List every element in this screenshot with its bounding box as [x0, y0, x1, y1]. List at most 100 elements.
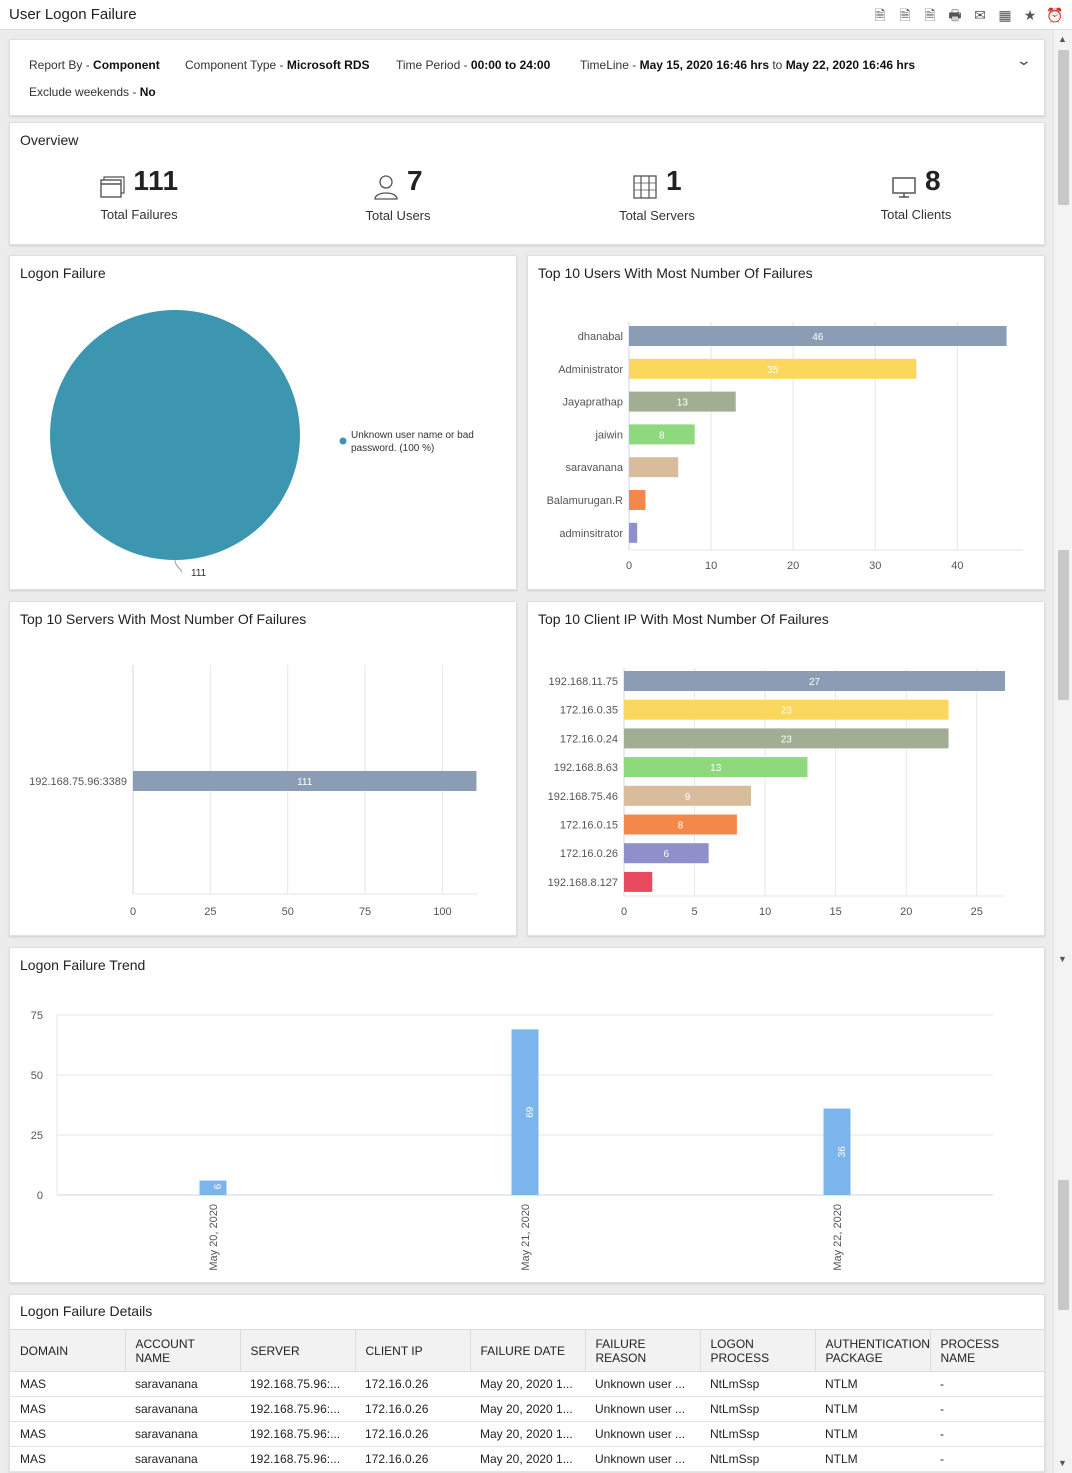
- users-bar-jaiwin[interactable]: [629, 424, 695, 445]
- column-header-failure-reason[interactable]: FAILURE REASON: [585, 1329, 701, 1372]
- page-title: User Logon Failure: [9, 6, 137, 23]
- users-x-tick-label: 30: [869, 560, 881, 572]
- scroll-down-arrow-icon[interactable]: ▼: [1058, 954, 1067, 964]
- trend-data-label-may-22-2020: 36: [837, 1146, 848, 1158]
- excel-export-icon[interactable]: ▦: [998, 7, 1012, 23]
- table-header-row: DOMAIN ACCOUNT NAME SERVER CLIENT IP FAILURE…: [10, 1329, 1044, 1372]
- column-header-failure-date[interactable]: FAILURE DATE: [470, 1329, 586, 1372]
- column-header-logon-process[interactable]: LOGON PROCESS: [700, 1329, 816, 1372]
- clients-x-tick-label: 0: [621, 906, 627, 918]
- table-cell-authentication-package: NTLM: [815, 1396, 930, 1422]
- total-clients-value: 8: [924, 165, 942, 196]
- column-header-server[interactable]: SERVER: [240, 1329, 356, 1372]
- stat-total-clients: 8 Total Clients: [816, 165, 1016, 222]
- users-bar-saravanana[interactable]: [629, 457, 679, 478]
- total-failures-label: Total Failures: [100, 206, 178, 222]
- pdf-download-icon[interactable]: 🗎: [924, 7, 936, 23]
- table-cell-process-name: -: [930, 1371, 1044, 1397]
- clients-bar-192-168-8-63[interactable]: [624, 757, 808, 778]
- column-header-client-ip[interactable]: CLIENT IP: [355, 1329, 471, 1372]
- alarm-clock-icon[interactable]: ⏰: [1046, 7, 1064, 23]
- clients-category-label-172-16-0-15: 172.16.0.15: [560, 820, 618, 832]
- servers-bar-192-168-75-96-3389[interactable]: [133, 771, 477, 791]
- expand-filters-chevron-down-icon[interactable]: ⌄: [1015, 52, 1033, 68]
- pie-label-connector: [174, 559, 183, 573]
- users-bar-administrator[interactable]: [629, 358, 917, 379]
- column-header-domain[interactable]: DOMAIN: [10, 1329, 126, 1372]
- overview-card: Overview 111 Total Failures 7 Total User…: [9, 122, 1045, 245]
- scrollbar-thumb-secondary[interactable]: [1058, 550, 1069, 700]
- clients-bar-172-16-0-15[interactable]: [624, 814, 737, 835]
- users-bar-adminsitrator[interactable]: [629, 522, 638, 543]
- top-clients-card: Top 10 Client IP With Most Number Of Fai…: [527, 601, 1045, 936]
- top-users-title: Top 10 Users With Most Number Of Failure…: [538, 265, 813, 281]
- clients-bar-172-16-0-26[interactable]: [624, 843, 709, 864]
- stat-total-servers: 1 Total Servers: [557, 165, 757, 223]
- clients-data-label-192-168-8-63: 13: [710, 763, 722, 774]
- users-bar-dhanabal[interactable]: [629, 326, 1007, 346]
- scroll-up-arrow-icon[interactable]: ▲: [1058, 34, 1067, 44]
- filter-report-by: Report By - Component: [29, 58, 160, 72]
- clients-bar-192-168-8-127[interactable]: [624, 871, 653, 892]
- column-header-process-name[interactable]: PROCESS NAME: [930, 1329, 1044, 1372]
- users-bar-jayaprathap[interactable]: [629, 391, 736, 412]
- top-servers-bar-chart: 0 25 50 75 100 192.168.75.96:3389 111: [29, 665, 478, 918]
- clients-data-label-172-16-0-35: 23: [781, 706, 793, 717]
- table-cell-failure-date: May 20, 2020 1...: [470, 1371, 585, 1397]
- pdf-export-icon[interactable]: 🗎: [874, 7, 886, 23]
- total-users-label: Total Users: [365, 207, 431, 223]
- pie-slice[interactable]: [50, 310, 300, 560]
- table-cell-failure-reason: Unknown user ...: [585, 1421, 700, 1447]
- table-cell-client-ip: 172.16.0.26: [355, 1396, 470, 1422]
- scrollbar-thumb-lower[interactable]: [1058, 1180, 1069, 1310]
- clients-bar-192-168-75-46[interactable]: [624, 785, 751, 806]
- users-data-label-dhanabal: 46: [812, 332, 824, 343]
- clients-x-tick-label: 10: [759, 906, 771, 918]
- stat-total-failures: 111 Total Failures: [39, 165, 239, 222]
- table-cell-process-name: -: [930, 1421, 1044, 1447]
- trend-column-chart: 0 25 50 75 6 May 20, 2020 69 May 21, 2020 36 May …: [31, 1010, 993, 1271]
- word-export-icon[interactable]: 🗎: [899, 7, 911, 23]
- table-cell-process-name: -: [930, 1396, 1044, 1422]
- trend-x-tick-label-may-21-2020: May 21, 2020: [520, 1204, 532, 1271]
- table-cell-account-name: saravanana: [125, 1446, 240, 1472]
- table-row[interactable]: MAS saravanana 192.168.75.96:... 172.16.0.2…: [10, 1396, 1044, 1422]
- users-x-tick-label: 20: [787, 560, 799, 572]
- table-row[interactable]: MAS saravanana 192.168.75.96:... 172.16.0.2…: [10, 1421, 1044, 1447]
- pie-legend-marker: [339, 437, 347, 445]
- top-clients-bar-chart: 0 5 10 15 20 25 192.168.11.75 27 172.16.0.35 23 17…: [548, 668, 1005, 918]
- column-header-account-name[interactable]: ACCOUNT NAME: [125, 1329, 241, 1372]
- details-title: Logon Failure Details: [20, 1303, 153, 1319]
- trend-bar-may-22-2020[interactable]: [823, 1108, 851, 1195]
- table-row[interactable]: MAS saravanana 192.168.75.96:... 172.16.0.2…: [10, 1371, 1044, 1397]
- star-icon[interactable]: ★: [1023, 7, 1037, 23]
- trend-y-tick-label: 0: [37, 1190, 43, 1202]
- monitor-icon: [892, 177, 916, 198]
- filter-component-type: Component Type - Microsoft RDS: [185, 58, 370, 72]
- table-row[interactable]: MAS saravanana 192.168.75.96:... 172.16.0.2…: [10, 1446, 1044, 1472]
- pie-legend-label[interactable]: Unknown user name or bad password. (100 %…: [351, 430, 474, 454]
- clients-bar-192-168-11-75[interactable]: [624, 671, 1005, 691]
- top-servers-title: Top 10 Servers With Most Number Of Failu…: [20, 611, 307, 627]
- table-cell-failure-date: May 20, 2020 1...: [470, 1446, 585, 1472]
- column-header-authentication-package[interactable]: AUTHENTICATION PACKAGE: [815, 1329, 931, 1372]
- total-failures-value: 111: [133, 165, 179, 196]
- user-icon: [374, 175, 398, 200]
- table-cell-authentication-package: NTLM: [815, 1371, 930, 1397]
- scrollbar-thumb[interactable]: [1058, 50, 1069, 205]
- trend-bar-may-21-2020[interactable]: [511, 1029, 539, 1195]
- users-category-label-saravanana: saravanana: [566, 462, 624, 474]
- users-bar-balamurugan-r[interactable]: [629, 490, 646, 510]
- trend-bar-may-20-2020[interactable]: [199, 1180, 227, 1195]
- clients-data-label-172-16-0-26: 6: [664, 849, 670, 860]
- clients-bar-172-16-0-24[interactable]: [624, 728, 949, 749]
- pie-legend-line: Unknown user name or bad: [351, 430, 474, 441]
- clients-bar-172-16-0-35[interactable]: [624, 699, 949, 720]
- clients-category-label-172-16-0-24: 172.16.0.24: [560, 733, 618, 745]
- top-clients-title: Top 10 Client IP With Most Number Of Fai…: [538, 611, 829, 627]
- email-icon[interactable]: ✉: [974, 7, 986, 23]
- vertical-scrollbar[interactable]: ▲ ▼ ▼: [1053, 30, 1072, 1473]
- scroll-down-arrow-bottom-icon[interactable]: ▼: [1058, 1458, 1067, 1468]
- print-preview-icon[interactable]: 🖶: [948, 7, 962, 23]
- clients-category-label-172-16-0-26: 172.16.0.26: [560, 848, 618, 860]
